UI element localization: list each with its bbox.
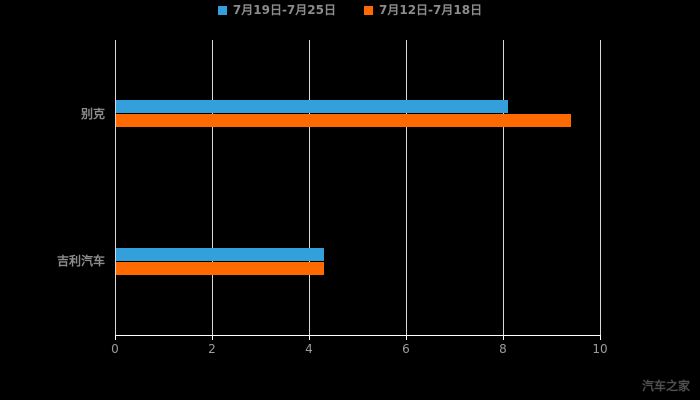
bar [116,100,508,114]
legend-label: 7月19日-7月25日 [232,3,336,17]
gridline-6 [406,40,407,335]
gridline-2 [212,40,213,335]
x-axis-tick-10 [600,335,601,340]
gridline-4 [309,40,310,335]
gridline-0 [115,40,116,335]
gridline-10 [600,40,601,335]
x-axis-tick-label-8: 8 [499,342,507,356]
x-axis-line [115,335,600,336]
x-axis-tick-label-2: 2 [208,342,216,356]
watermark: 汽车之家 [641,379,690,393]
x-axis-tick-label-10: 10 [592,342,608,356]
legend-label: 7月12日-7月18日 [379,3,483,17]
gridline-8 [503,40,504,335]
x-axis-tick-4 [309,335,310,340]
x-axis-tick-label-0: 0 [111,342,119,356]
x-axis-tick-label-6: 6 [402,342,410,356]
legend-item-1[interactable]: 7月12日-7月18日 [364,4,482,16]
x-axis-tick-6 [406,335,407,340]
legend-item-0[interactable]: 7月19日-7月25日 [217,3,336,17]
category-label: 别克 [80,106,105,121]
legend-marker-icon [364,5,373,15]
bar [116,261,324,275]
x-axis-tick-2 [212,335,213,340]
x-axis-tick-8 [503,335,504,340]
legend: 7月19日-7月25日 7月12日-7月18日 [0,4,700,16]
x-axis-tick-label-4: 4 [305,342,313,356]
category-label: 吉利汽车 [56,254,105,269]
legend-marker-icon [217,5,227,15]
bar [116,114,571,128]
bar [116,247,324,261]
x-axis-tick-0 [115,335,116,340]
